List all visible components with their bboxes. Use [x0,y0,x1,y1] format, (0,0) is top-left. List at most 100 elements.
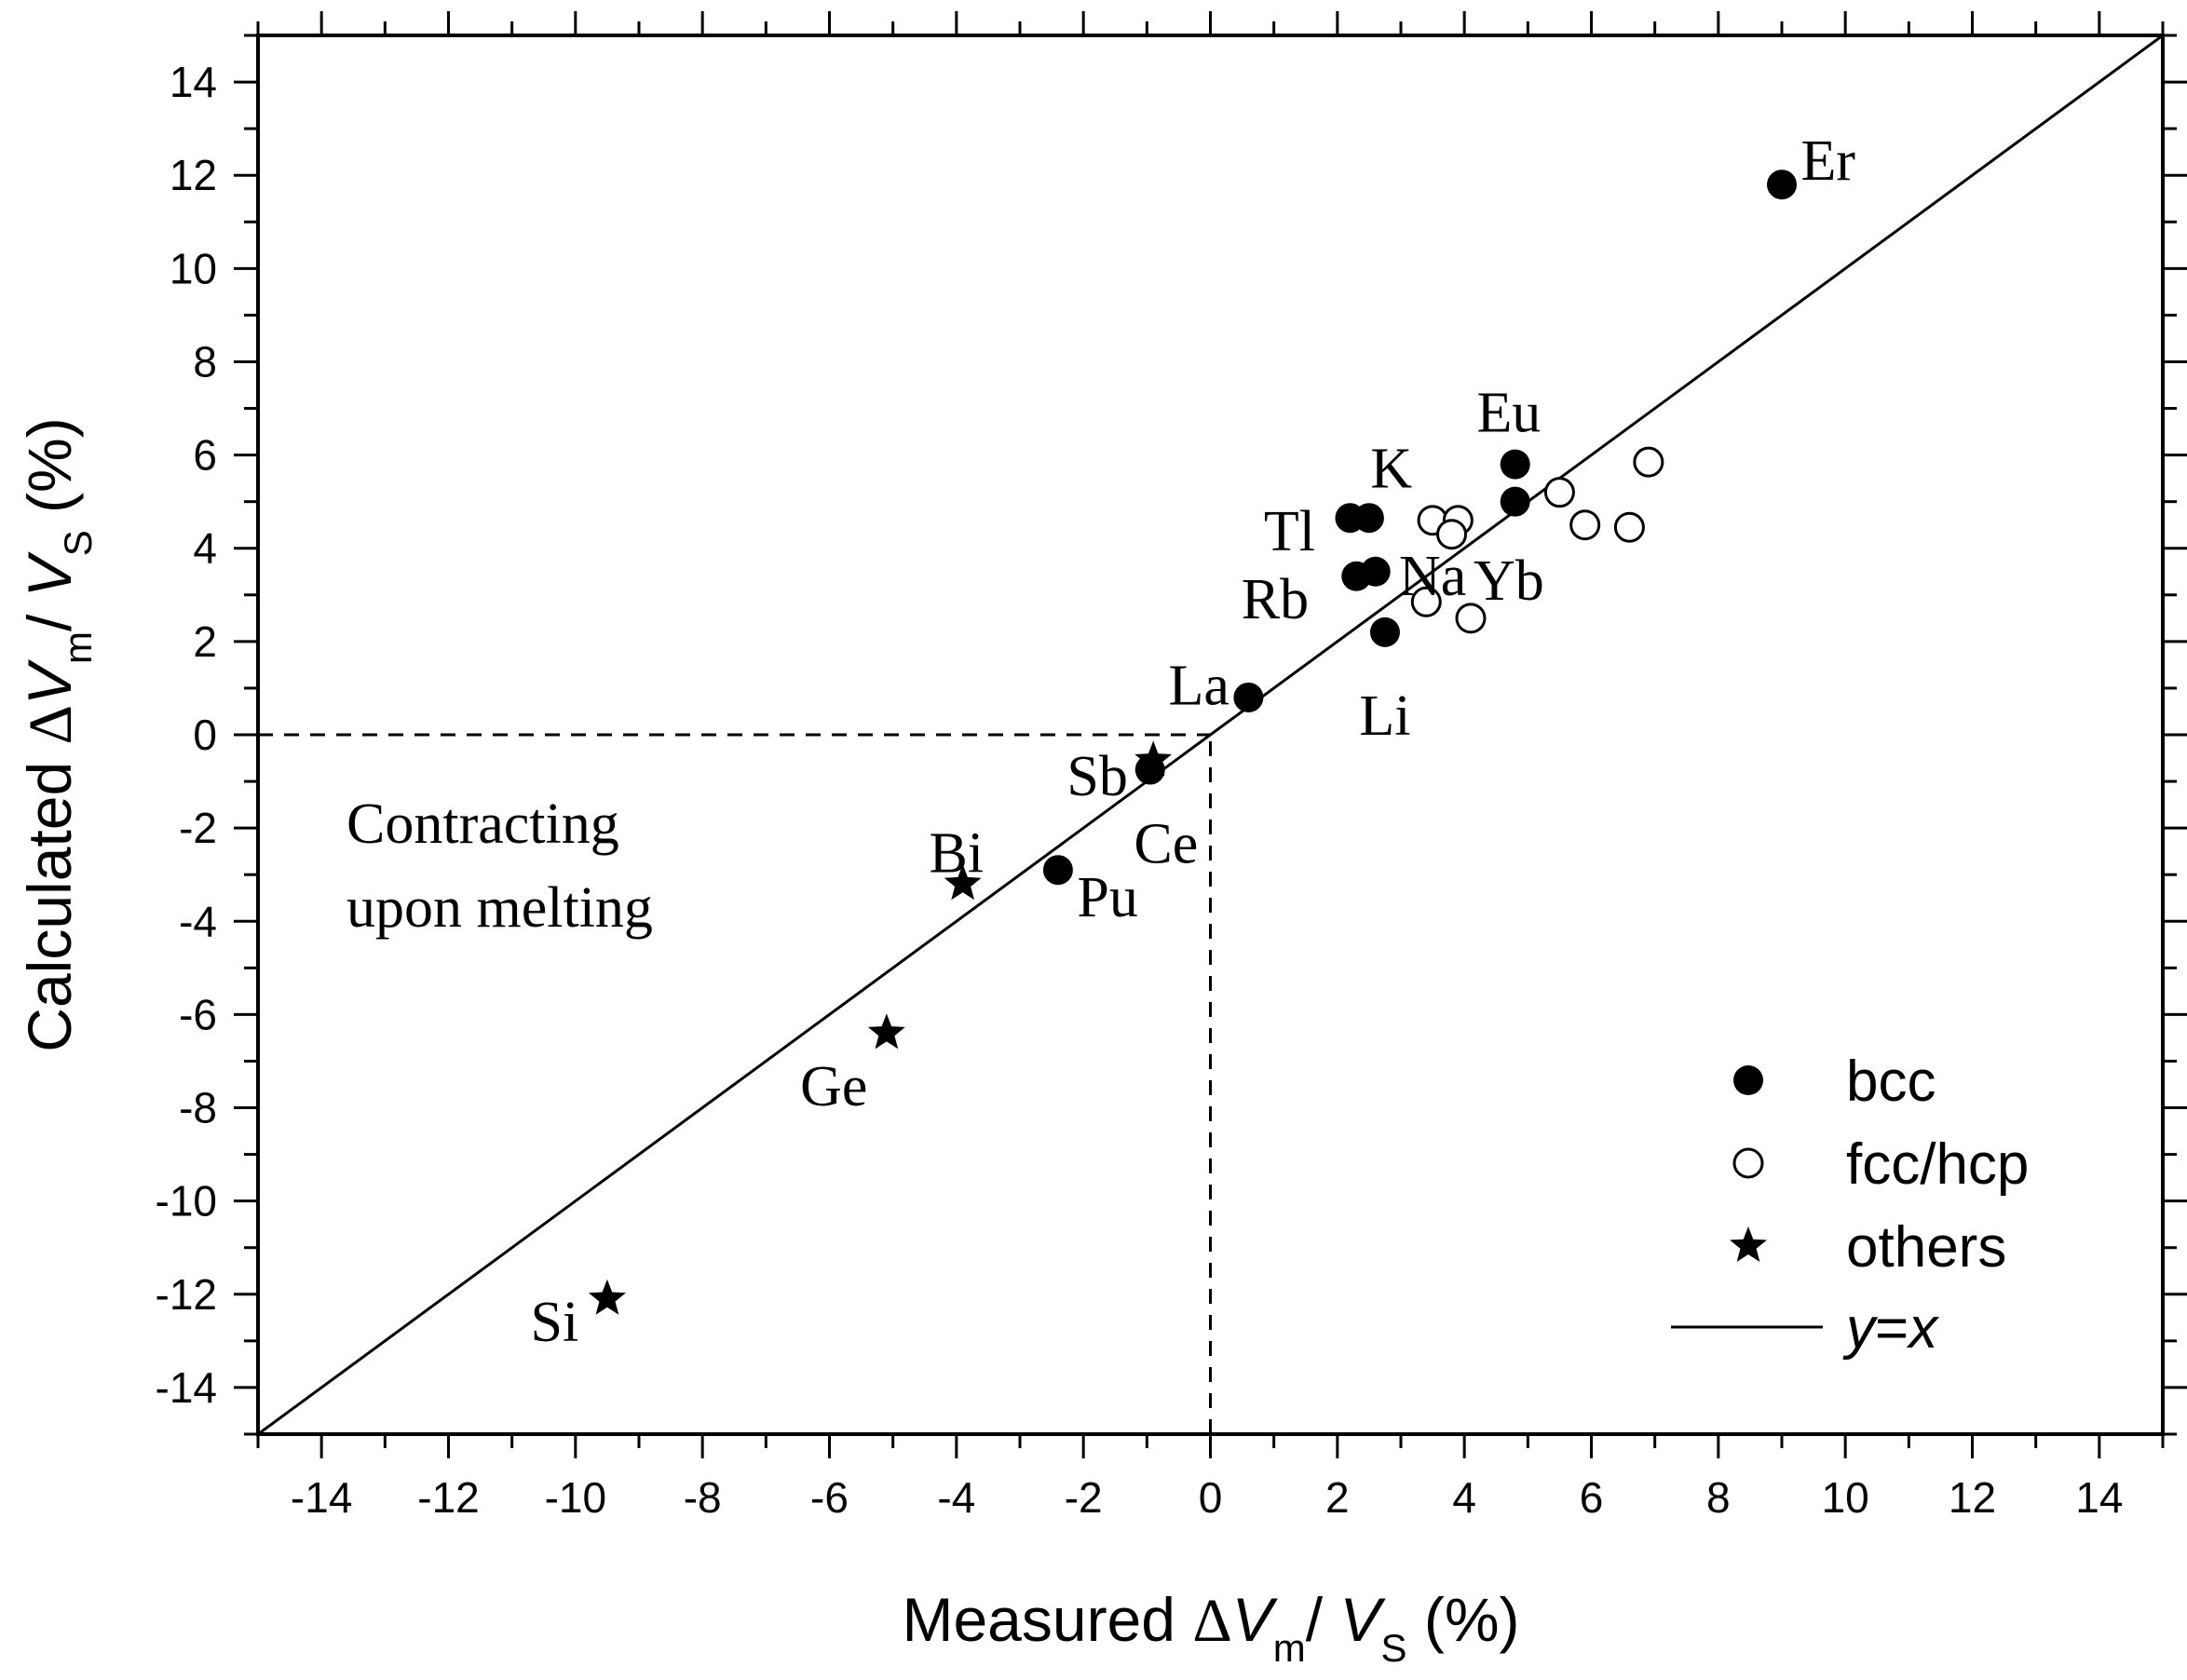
x-tick-label: -4 [937,1473,975,1522]
data-series [588,169,1797,1315]
y-tick-label: 2 [193,617,217,666]
legend-label-eq: = [1875,1296,1909,1361]
x-tick-label: -6 [810,1473,849,1522]
point-fcc-hcp [1410,586,1442,617]
point-label-pu: Pu [1077,866,1137,929]
y-label-sub2: S [56,530,100,556]
legend: bcc fcc/hcp others y=x [1671,1050,2029,1361]
point-fcc-hcp [1633,446,1664,478]
point-bcc [1042,855,1073,886]
x-tick-label: 8 [1706,1473,1731,1522]
y-tick-label: 14 [170,58,217,106]
y-label-slash: / [15,597,84,631]
point-bcc [1369,616,1400,647]
y-tick-label: 4 [193,524,217,573]
y-tick-label: 10 [170,244,217,292]
point-label-ce: Ce [1134,813,1198,876]
point-bcc [1360,556,1391,587]
zero-guides [258,733,1212,1434]
legend-label-x: x [1906,1296,1939,1361]
reference-line-yx [257,34,2164,1436]
point-others [1134,740,1173,777]
point-label-yb: Yb [1474,549,1544,613]
x-label-v2: V [1339,1585,1386,1654]
legend-marker-bcc [1733,1065,1763,1095]
point-label-bi: Bi [930,822,985,886]
x-tick-label: 6 [1580,1473,1604,1522]
legend-marker-fcc-hcp [1732,1147,1764,1179]
point-label-li: Li [1359,684,1410,748]
y-axis-label: Calculated ΔVm/ VS (%) [15,417,100,1051]
point-bcc [1767,169,1797,200]
annotation-line-1: Contracting [346,793,619,856]
point-bcc [1500,486,1530,517]
x-tick-label: 2 [1325,1473,1350,1522]
series-others [588,740,1173,1315]
y-tick-label: -10 [156,1177,217,1226]
x-label-main: Measured [902,1585,1192,1654]
legend-label-others: others [1846,1215,2006,1280]
y-tick-label: -12 [156,1270,217,1319]
legend-label-yx: y=x [1842,1296,1939,1361]
y-tick-label: -6 [179,990,217,1038]
legend-label-fcc-hcp: fcc/hcp [1846,1132,2029,1197]
point-bcc [1353,503,1384,534]
y-tick-label: 12 [170,151,217,199]
point-bcc [1233,682,1264,712]
x-axis-ticks: -14 -12 -10 -8 -6 -4 -2 0 2 4 6 8 10 12 14 [256,11,2165,1522]
x-tick-label: -8 [684,1473,722,1522]
y-axis-ticks: -14 -12 -10 -8 -6 -4 -2 0 2 4 6 8 10 12 14 [156,34,2187,1436]
legend-marker-others [1730,1226,1767,1262]
point-fcc-hcp [1455,603,1487,634]
x-tick-label: 12 [1949,1473,1996,1522]
x-label-v1: V [1232,1585,1279,1654]
x-label-sub2: S [1381,1626,1407,1670]
x-tick-label: -14 [291,1473,352,1522]
annotation-line-2: upon melting [346,876,653,940]
point-others [944,864,982,901]
x-tick-label: 14 [2075,1473,2123,1522]
x-label-sub1: m [1273,1626,1306,1670]
x-tick-label: 0 [1199,1473,1223,1522]
y-label-delta: Δ [17,705,85,744]
point-label-sb: Sb [1066,745,1127,808]
point-label-tl: Tl [1264,500,1315,563]
y-tick-label: -4 [179,897,217,945]
x-label-unit: (%) [1407,1585,1520,1654]
point-others [588,1279,626,1315]
point-label-eu: Eu [1476,382,1541,445]
point-label-rb: Rb [1242,568,1309,631]
y-tick-label: 0 [193,711,217,759]
point-label-ge: Ge [800,1055,867,1118]
point-fcc-hcp [1569,509,1601,541]
point-bcc [1500,449,1530,480]
y-tick-label: 6 [193,431,217,480]
point-others [867,1013,905,1050]
y-tick-label: -8 [179,1084,217,1132]
point-label-la: La [1169,654,1229,717]
point-label-k: K [1370,438,1412,501]
x-label-slash: / [1306,1585,1340,1654]
reference-line [257,34,2164,1436]
x-tick-label: -10 [545,1473,606,1522]
x-axis-label: Measured ΔVm/ VS (%) [902,1585,1519,1670]
y-label-sub1: m [56,631,100,664]
point-fcc-hcp [1613,511,1645,543]
y-label-v2: V [15,550,84,597]
legend-label-y: y [1842,1296,1879,1361]
point-fcc-hcp [1543,477,1575,508]
x-label-delta: Δ [1192,1587,1231,1655]
y-tick-label: -14 [156,1363,217,1412]
legend-label-bcc: bcc [1846,1050,1936,1114]
y-tick-label: -2 [179,804,217,852]
x-tick-label: 10 [1822,1473,1869,1522]
point-label-si: Si [531,1291,579,1354]
y-label-main: Calculated [15,745,84,1052]
x-tick-label: -12 [417,1473,479,1522]
point-label-er: Er [1800,129,1855,193]
x-tick-label: -2 [1065,1473,1103,1522]
y-label-v1: V [15,658,84,705]
y-label-unit: (%) [15,417,84,530]
